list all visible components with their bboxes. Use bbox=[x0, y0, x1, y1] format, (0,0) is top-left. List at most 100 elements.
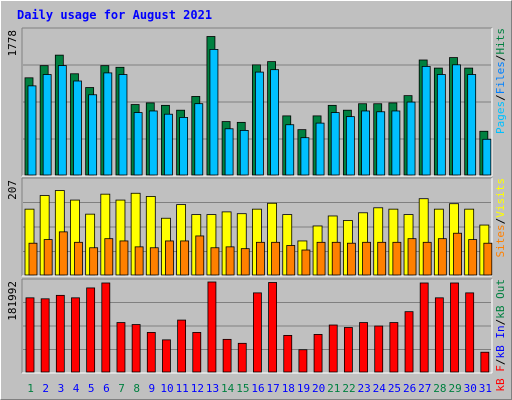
bar-kbytes bbox=[55, 294, 65, 373]
panel-kbf-kbin-kbout: 181992 bbox=[6, 278, 493, 374]
bar-kbytes bbox=[101, 282, 111, 373]
day-label: 4 bbox=[73, 382, 80, 395]
bar-kbytes bbox=[253, 292, 262, 373]
bar-files bbox=[421, 66, 431, 176]
bar-sites bbox=[422, 241, 432, 276]
bar-files bbox=[436, 74, 446, 176]
bar-kbytes bbox=[328, 324, 338, 373]
legend-sites-visits: Sites/Visits bbox=[494, 178, 507, 258]
day-label: 23 bbox=[358, 382, 371, 395]
bar-files bbox=[345, 116, 355, 176]
bar-sites bbox=[89, 247, 99, 276]
day-label: 17 bbox=[267, 382, 280, 395]
day-label: 2 bbox=[42, 382, 49, 395]
bar-sites bbox=[483, 242, 493, 276]
y-max-label: 207 bbox=[6, 180, 19, 200]
bar-files bbox=[133, 112, 143, 176]
bar-kbytes bbox=[268, 282, 277, 373]
bar-files bbox=[224, 128, 234, 176]
legend-part: Pages bbox=[494, 101, 507, 134]
bar-files bbox=[330, 112, 340, 176]
day-label: 5 bbox=[88, 382, 95, 395]
bar-kbytes bbox=[419, 282, 429, 373]
legend-pages-files-hits: Pages/Files/Hits bbox=[494, 28, 507, 134]
day-label: 26 bbox=[403, 382, 416, 395]
bar-kbytes bbox=[86, 287, 96, 373]
day-label: 30 bbox=[464, 382, 477, 395]
day-label: 25 bbox=[388, 382, 401, 395]
bar-kbytes bbox=[222, 338, 232, 373]
bar-kbytes bbox=[434, 297, 444, 373]
bar-files bbox=[270, 69, 279, 176]
bar-sites bbox=[240, 248, 250, 276]
bar-sites bbox=[43, 239, 53, 276]
legend-part: Files bbox=[494, 61, 507, 94]
day-label: 31 bbox=[479, 382, 492, 395]
day-label: 27 bbox=[418, 382, 431, 395]
panel-visits-sites: 207 bbox=[6, 177, 493, 277]
bar-files bbox=[209, 49, 219, 176]
bar-kbytes bbox=[313, 334, 323, 373]
day-label: 8 bbox=[133, 382, 140, 395]
bar-files bbox=[57, 65, 67, 176]
legend-part: kB F bbox=[494, 365, 507, 392]
day-label: 1 bbox=[27, 382, 34, 395]
day-label: 16 bbox=[251, 382, 264, 395]
bar-kbytes bbox=[450, 282, 459, 373]
bar-sites bbox=[74, 241, 83, 276]
legend-part: / bbox=[494, 94, 507, 101]
day-label: 11 bbox=[176, 382, 189, 395]
bar-files bbox=[118, 74, 128, 176]
legend-part: / bbox=[494, 319, 507, 326]
bar-files bbox=[27, 85, 37, 176]
legend-part: / bbox=[494, 359, 507, 366]
bar-files bbox=[73, 80, 82, 176]
day-label: 12 bbox=[191, 382, 204, 395]
bar-files bbox=[255, 71, 264, 176]
bar-sites bbox=[134, 246, 144, 276]
day-label: 7 bbox=[118, 382, 125, 395]
bar-files bbox=[391, 110, 401, 176]
y-max-label: 181992 bbox=[6, 281, 19, 321]
bar-kbytes bbox=[116, 322, 126, 373]
day-label: 29 bbox=[448, 382, 461, 395]
day-label: 6 bbox=[103, 382, 110, 395]
bar-sites bbox=[377, 241, 387, 276]
legend-part: / bbox=[494, 218, 507, 225]
bar-files bbox=[164, 113, 173, 176]
bar-kbytes bbox=[40, 298, 50, 373]
day-label: 20 bbox=[312, 382, 325, 395]
bar-files bbox=[315, 122, 325, 176]
bar-sites bbox=[286, 245, 296, 276]
legend-part: kB In bbox=[494, 325, 507, 358]
legend-part: Sites bbox=[494, 224, 507, 257]
day-label: 9 bbox=[149, 382, 156, 395]
day-label: 15 bbox=[236, 382, 249, 395]
bar-kbytes bbox=[71, 297, 80, 373]
bar-files bbox=[452, 64, 461, 176]
legend-part: / bbox=[494, 55, 507, 62]
bar-sites bbox=[407, 238, 417, 276]
bar-sites bbox=[165, 240, 174, 276]
bar-sites bbox=[362, 241, 371, 276]
legend-part: kB Out bbox=[494, 279, 507, 319]
bar-files bbox=[88, 94, 98, 176]
bar-sites bbox=[453, 232, 462, 276]
chart-title: Daily usage for August 2021 bbox=[17, 8, 212, 22]
bar-kbytes bbox=[146, 332, 156, 373]
day-label: 22 bbox=[342, 382, 355, 395]
bar-kbytes bbox=[283, 335, 293, 373]
bar-sites bbox=[180, 240, 190, 276]
bar-kbytes bbox=[359, 322, 368, 373]
bar-sites bbox=[271, 241, 280, 276]
day-label: 28 bbox=[433, 382, 446, 395]
bar-sites bbox=[119, 240, 129, 276]
bar-kbytes bbox=[343, 327, 353, 373]
bar-files bbox=[239, 130, 249, 176]
bar-sites bbox=[316, 241, 326, 276]
bar-kbytes bbox=[162, 339, 171, 373]
legend-part: Visits bbox=[494, 178, 507, 218]
day-label: 3 bbox=[58, 382, 65, 395]
legend-kbf-kbin-kbout: kB F/kB In/kB Out bbox=[494, 279, 507, 392]
